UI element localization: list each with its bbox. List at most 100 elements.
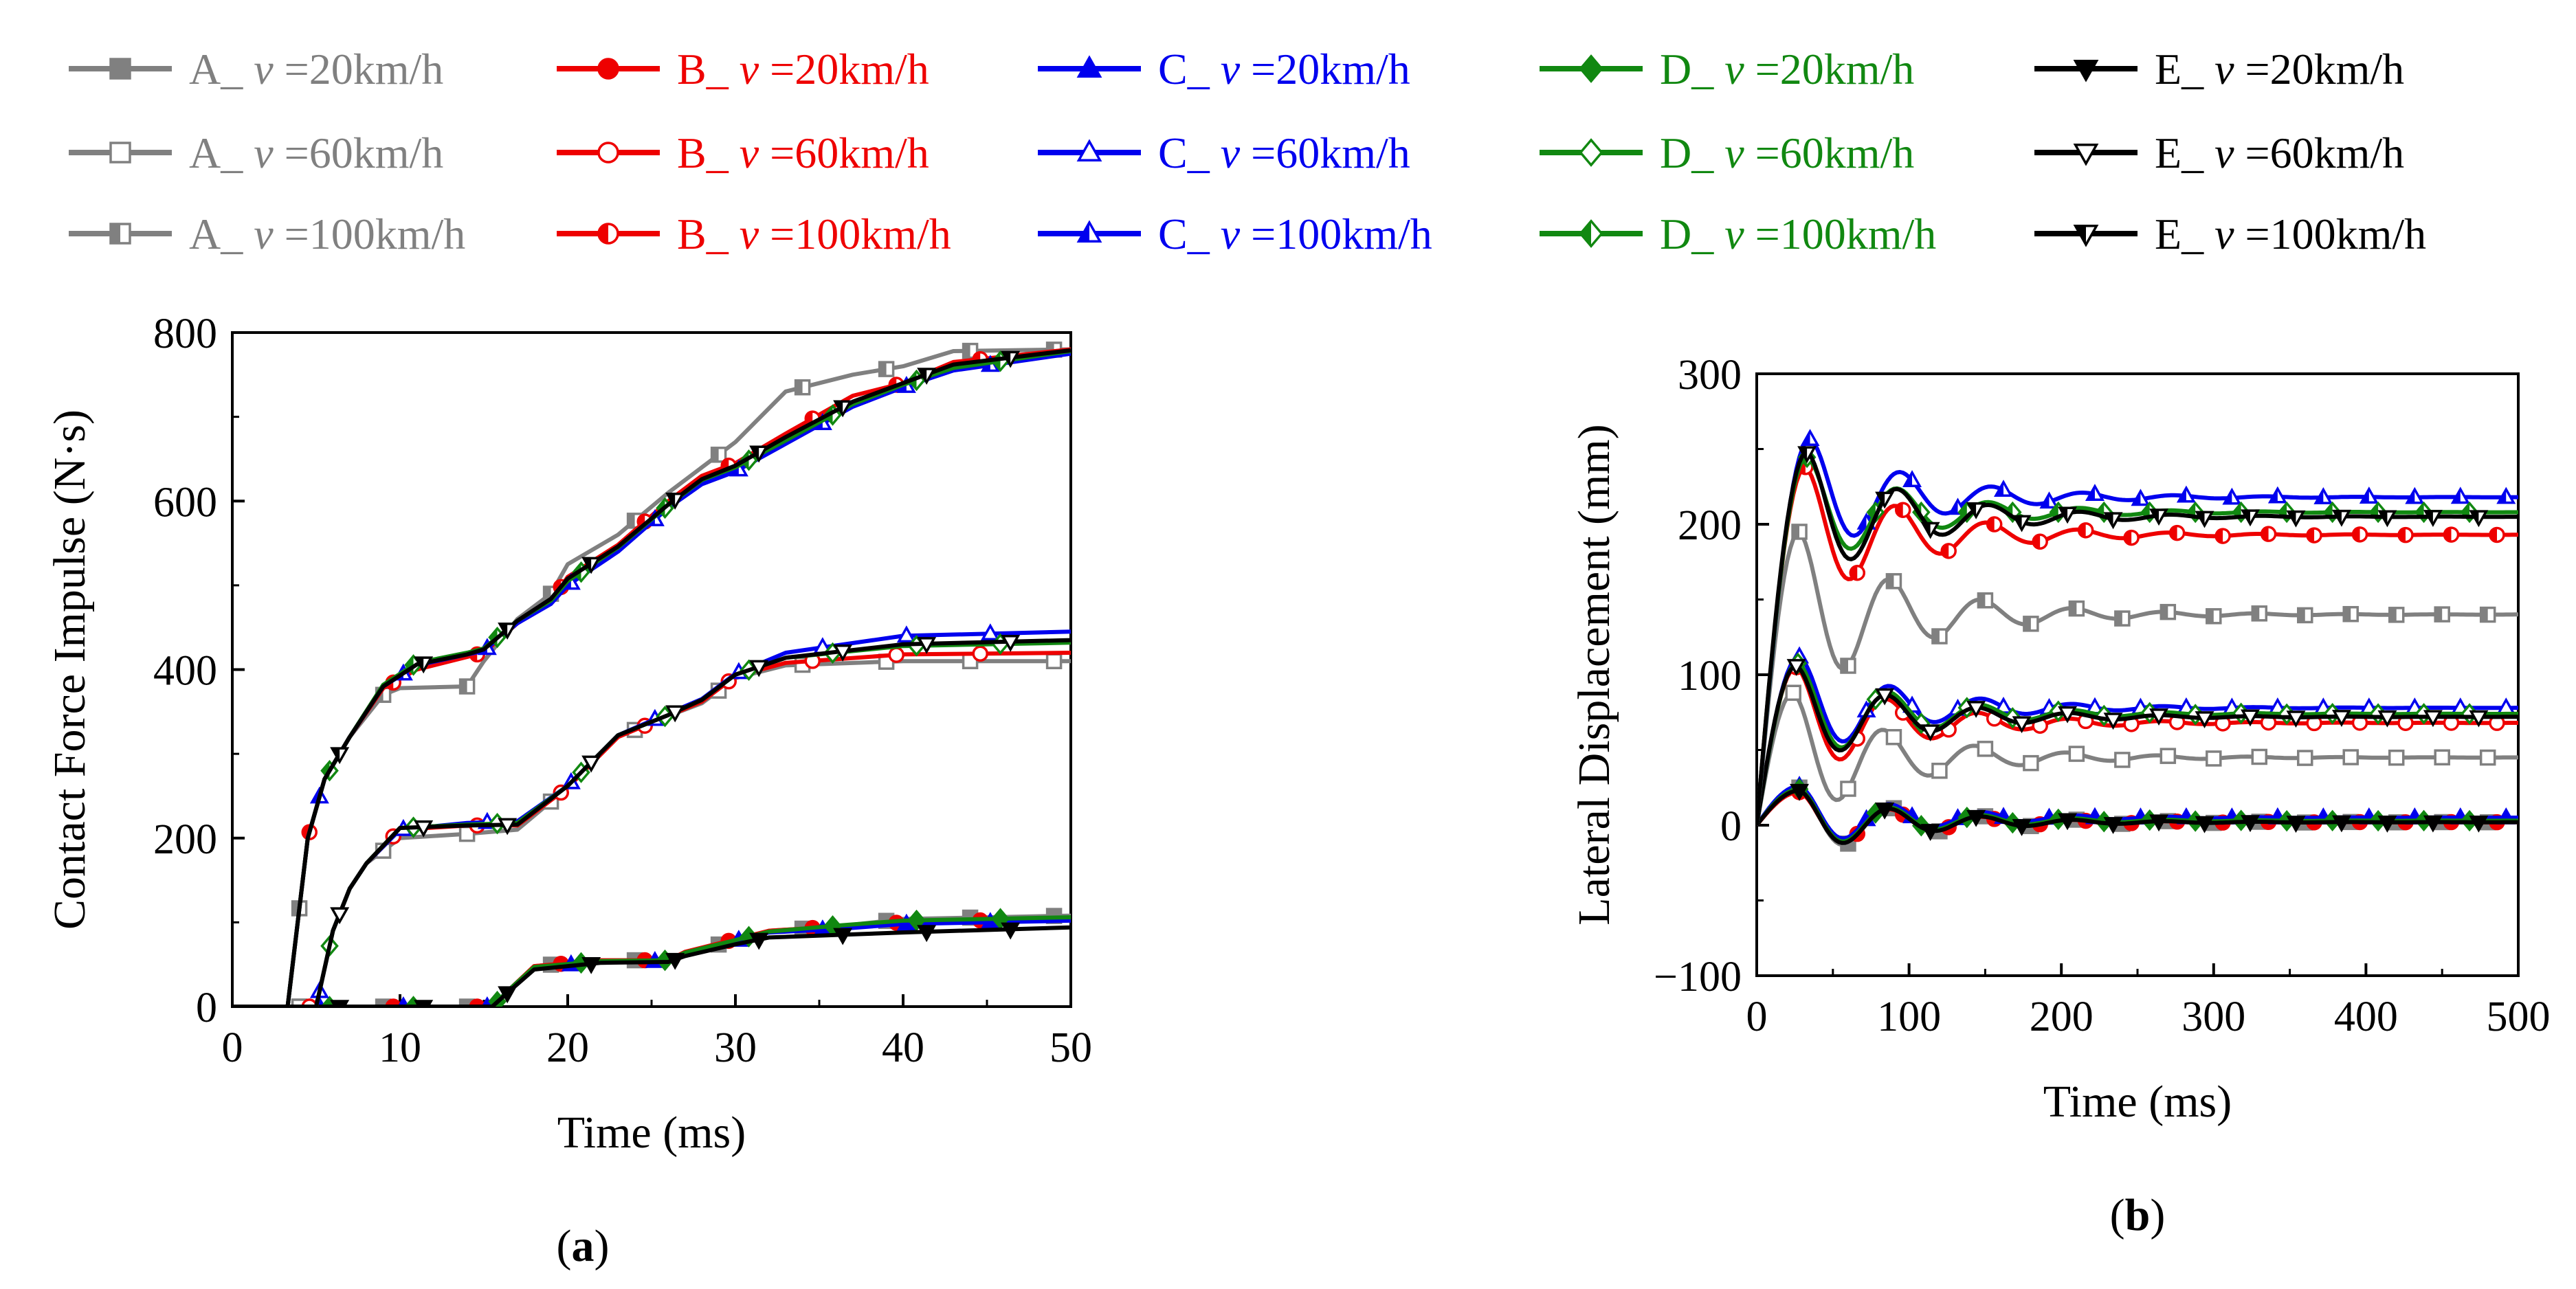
data-point: [2351, 526, 2368, 543]
data-point: [1785, 684, 1801, 702]
legend-symbol: v: [1221, 128, 1251, 177]
legend-speed: =20km/h: [285, 45, 444, 93]
legend-speed: =20km/h: [1755, 45, 1915, 93]
legend-marker-half: [1580, 221, 1591, 247]
series-line: [232, 638, 1071, 1007]
data-point-half: [2087, 486, 2095, 500]
data-point: [2012, 819, 2032, 836]
data-point-shape: [2423, 815, 2443, 833]
data-point-half: [500, 623, 508, 638]
data-point-shape: [2012, 819, 2032, 836]
data-point: [1966, 809, 1986, 827]
data-point-half: [332, 748, 340, 762]
series-line: [232, 351, 1071, 1007]
data-point-shape: [2377, 710, 2397, 728]
legend-item-b-6: B_ v =60km/h: [557, 128, 929, 177]
data-point-half: [1850, 565, 1858, 580]
data-point-half: [835, 401, 843, 415]
legend-marker: [2073, 144, 2099, 166]
data-point: [375, 998, 392, 1007]
legend-marker-shape: [1076, 139, 1102, 161]
legend-speed: =20km/h: [1251, 45, 1410, 93]
data-point-half: [1792, 524, 1800, 539]
data-point: [888, 647, 904, 663]
legend-marker: [1076, 220, 1102, 243]
data-point-shape: [2159, 748, 2177, 764]
legend-item-a-5: A_ v =60km/h: [69, 128, 443, 177]
legend-item-d-8: D_ v =60km/h: [1540, 128, 1914, 177]
data-point: [1875, 688, 1895, 706]
data-point-half: [2023, 616, 2031, 631]
data-point: [1001, 350, 1021, 368]
data-point: [2240, 815, 2260, 833]
legend-symbol: v: [1724, 128, 1755, 177]
legend-label: E_ v =20km/h: [2155, 45, 2404, 93]
legend-marker: [597, 58, 619, 80]
data-point: [2240, 509, 2260, 527]
legend-name: B_: [677, 128, 740, 177]
data-point: [710, 447, 727, 463]
data-point: [1931, 763, 1948, 779]
data-point-shape: [1001, 635, 1021, 652]
y-tick-label: 200: [1678, 502, 1742, 549]
data-point-half: [1942, 543, 1949, 558]
data-point: [980, 623, 1000, 641]
legend-name: A_: [189, 45, 254, 93]
data-point: [581, 956, 601, 974]
data-point-shape: [833, 928, 853, 945]
data-point-half: [1877, 493, 1885, 506]
legend-name: E_: [2155, 45, 2214, 93]
data-point-half: [292, 901, 300, 915]
legend-marker: [597, 142, 619, 164]
legend: A_ v =20km/h B_ v =20km/h C_ v =20km/h D_ v…: [69, 45, 2426, 258]
data-point-half: [2353, 527, 2360, 541]
data-point: [1931, 628, 1948, 644]
data-point: [2306, 527, 2322, 543]
data-point: [2297, 750, 2313, 766]
legend-speed: =100km/h: [1755, 210, 1937, 258]
data-point-half: [584, 558, 592, 572]
legend-marker: [2073, 60, 2099, 82]
data-point-half: [2298, 608, 2305, 623]
panel-caption-close: ): [595, 1221, 610, 1271]
plot-area: [232, 341, 1071, 1007]
data-point: [1920, 522, 1940, 539]
legend-symbol: v: [740, 128, 770, 177]
data-point: [458, 678, 476, 695]
legend-marker-shape: [2073, 60, 2099, 82]
y-tick-label: 200: [153, 816, 217, 863]
legend-label: D_ v =20km/h: [1660, 45, 1914, 93]
data-point-shape: [2331, 815, 2351, 833]
series-a-v-60km-h: [1757, 684, 2518, 826]
plot-area: [1757, 429, 2518, 852]
data-point: [330, 1000, 350, 1007]
data-point: [458, 998, 476, 1007]
x-tick-label: 10: [379, 1024, 421, 1071]
data-point-half: [1799, 447, 1808, 461]
data-point-half: [544, 587, 551, 601]
panel-caption-open: (: [557, 1221, 572, 1271]
legend-item-a-10: A_ v =100km/h: [69, 210, 465, 258]
data-point-shape: [458, 998, 476, 1007]
legend-name: D_: [1660, 210, 1724, 258]
y-tick-label: 0: [1720, 803, 1742, 850]
data-point: [2149, 814, 2169, 832]
data-point-half: [2435, 607, 2443, 622]
legend-marker-shape: [2073, 144, 2099, 166]
data-point-shape: [2297, 750, 2313, 766]
data-point-half: [1950, 500, 1958, 514]
data-point-shape: [665, 952, 685, 970]
series-c-v-60km-h: [232, 623, 1071, 1007]
legend-label: B_ v =20km/h: [677, 45, 929, 93]
data-point: [1920, 724, 1940, 742]
legend-symbol: v: [2214, 128, 2245, 177]
legend-name: E_: [2155, 128, 2214, 177]
data-point: [2342, 749, 2359, 765]
legend-symbol: v: [1221, 210, 1251, 258]
panel-caption: (a): [557, 1221, 610, 1271]
legend-speed: =100km/h: [285, 210, 466, 258]
series-line: [1757, 665, 2518, 826]
data-point: [1902, 470, 1922, 487]
data-point: [2077, 522, 2094, 539]
